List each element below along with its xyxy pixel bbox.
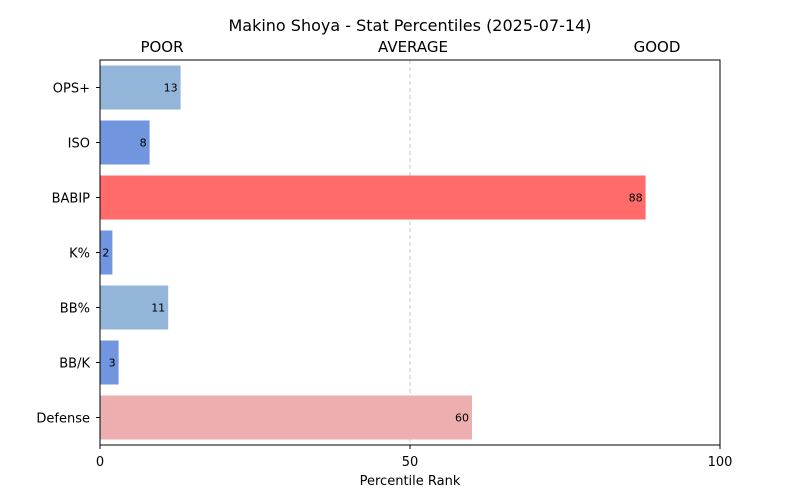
bar-bbpct bbox=[100, 285, 169, 330]
bar-defense bbox=[100, 395, 472, 440]
y-tick-label-opsplus: OPS+ bbox=[53, 82, 90, 97]
data-label-bbpct: 11 bbox=[151, 302, 165, 315]
x-axis-label: Percentile Rank bbox=[360, 474, 461, 489]
data-label-bb-k: 3 bbox=[109, 357, 116, 370]
data-label-opsplus: 13 bbox=[164, 82, 178, 95]
x-ticks: 0 50 100 bbox=[96, 445, 733, 470]
bar-bb-k bbox=[100, 340, 119, 385]
x-tick-label-0: 0 bbox=[96, 455, 104, 470]
bar-babip bbox=[100, 175, 646, 220]
y-tick-label-defense: Defense bbox=[36, 412, 90, 427]
bar-kpct bbox=[100, 230, 113, 275]
x-tick-label-50: 50 bbox=[402, 455, 419, 470]
data-label-defense: 60 bbox=[455, 412, 469, 425]
data-label-babip: 88 bbox=[629, 192, 643, 205]
y-tick-label-kpct: K% bbox=[69, 247, 90, 262]
band-label-poor: POOR bbox=[140, 38, 183, 56]
y-tick-label-bb-k: BB/K bbox=[59, 357, 90, 372]
y-tick-label-iso: ISO bbox=[68, 137, 90, 152]
data-label-iso: 8 bbox=[140, 137, 147, 150]
y-tick-labels: OPS+ ISO BABIP K% BB% BB/K Defense bbox=[36, 82, 100, 427]
data-label-kpct: 2 bbox=[102, 247, 109, 260]
plot-frame bbox=[99, 59, 721, 446]
band-label-good: GOOD bbox=[634, 38, 681, 56]
bar-iso bbox=[100, 120, 150, 165]
y-tick-label-bbpct: BB% bbox=[60, 302, 90, 317]
band-label-average: AVERAGE bbox=[378, 38, 448, 56]
y-tick-label-babip: BABIP bbox=[52, 192, 91, 207]
bar-opsplus bbox=[100, 65, 181, 110]
chart-title: Makino Shoya - Stat Percentiles (2025-07… bbox=[228, 16, 591, 35]
x-tick-label-100: 100 bbox=[708, 455, 733, 470]
